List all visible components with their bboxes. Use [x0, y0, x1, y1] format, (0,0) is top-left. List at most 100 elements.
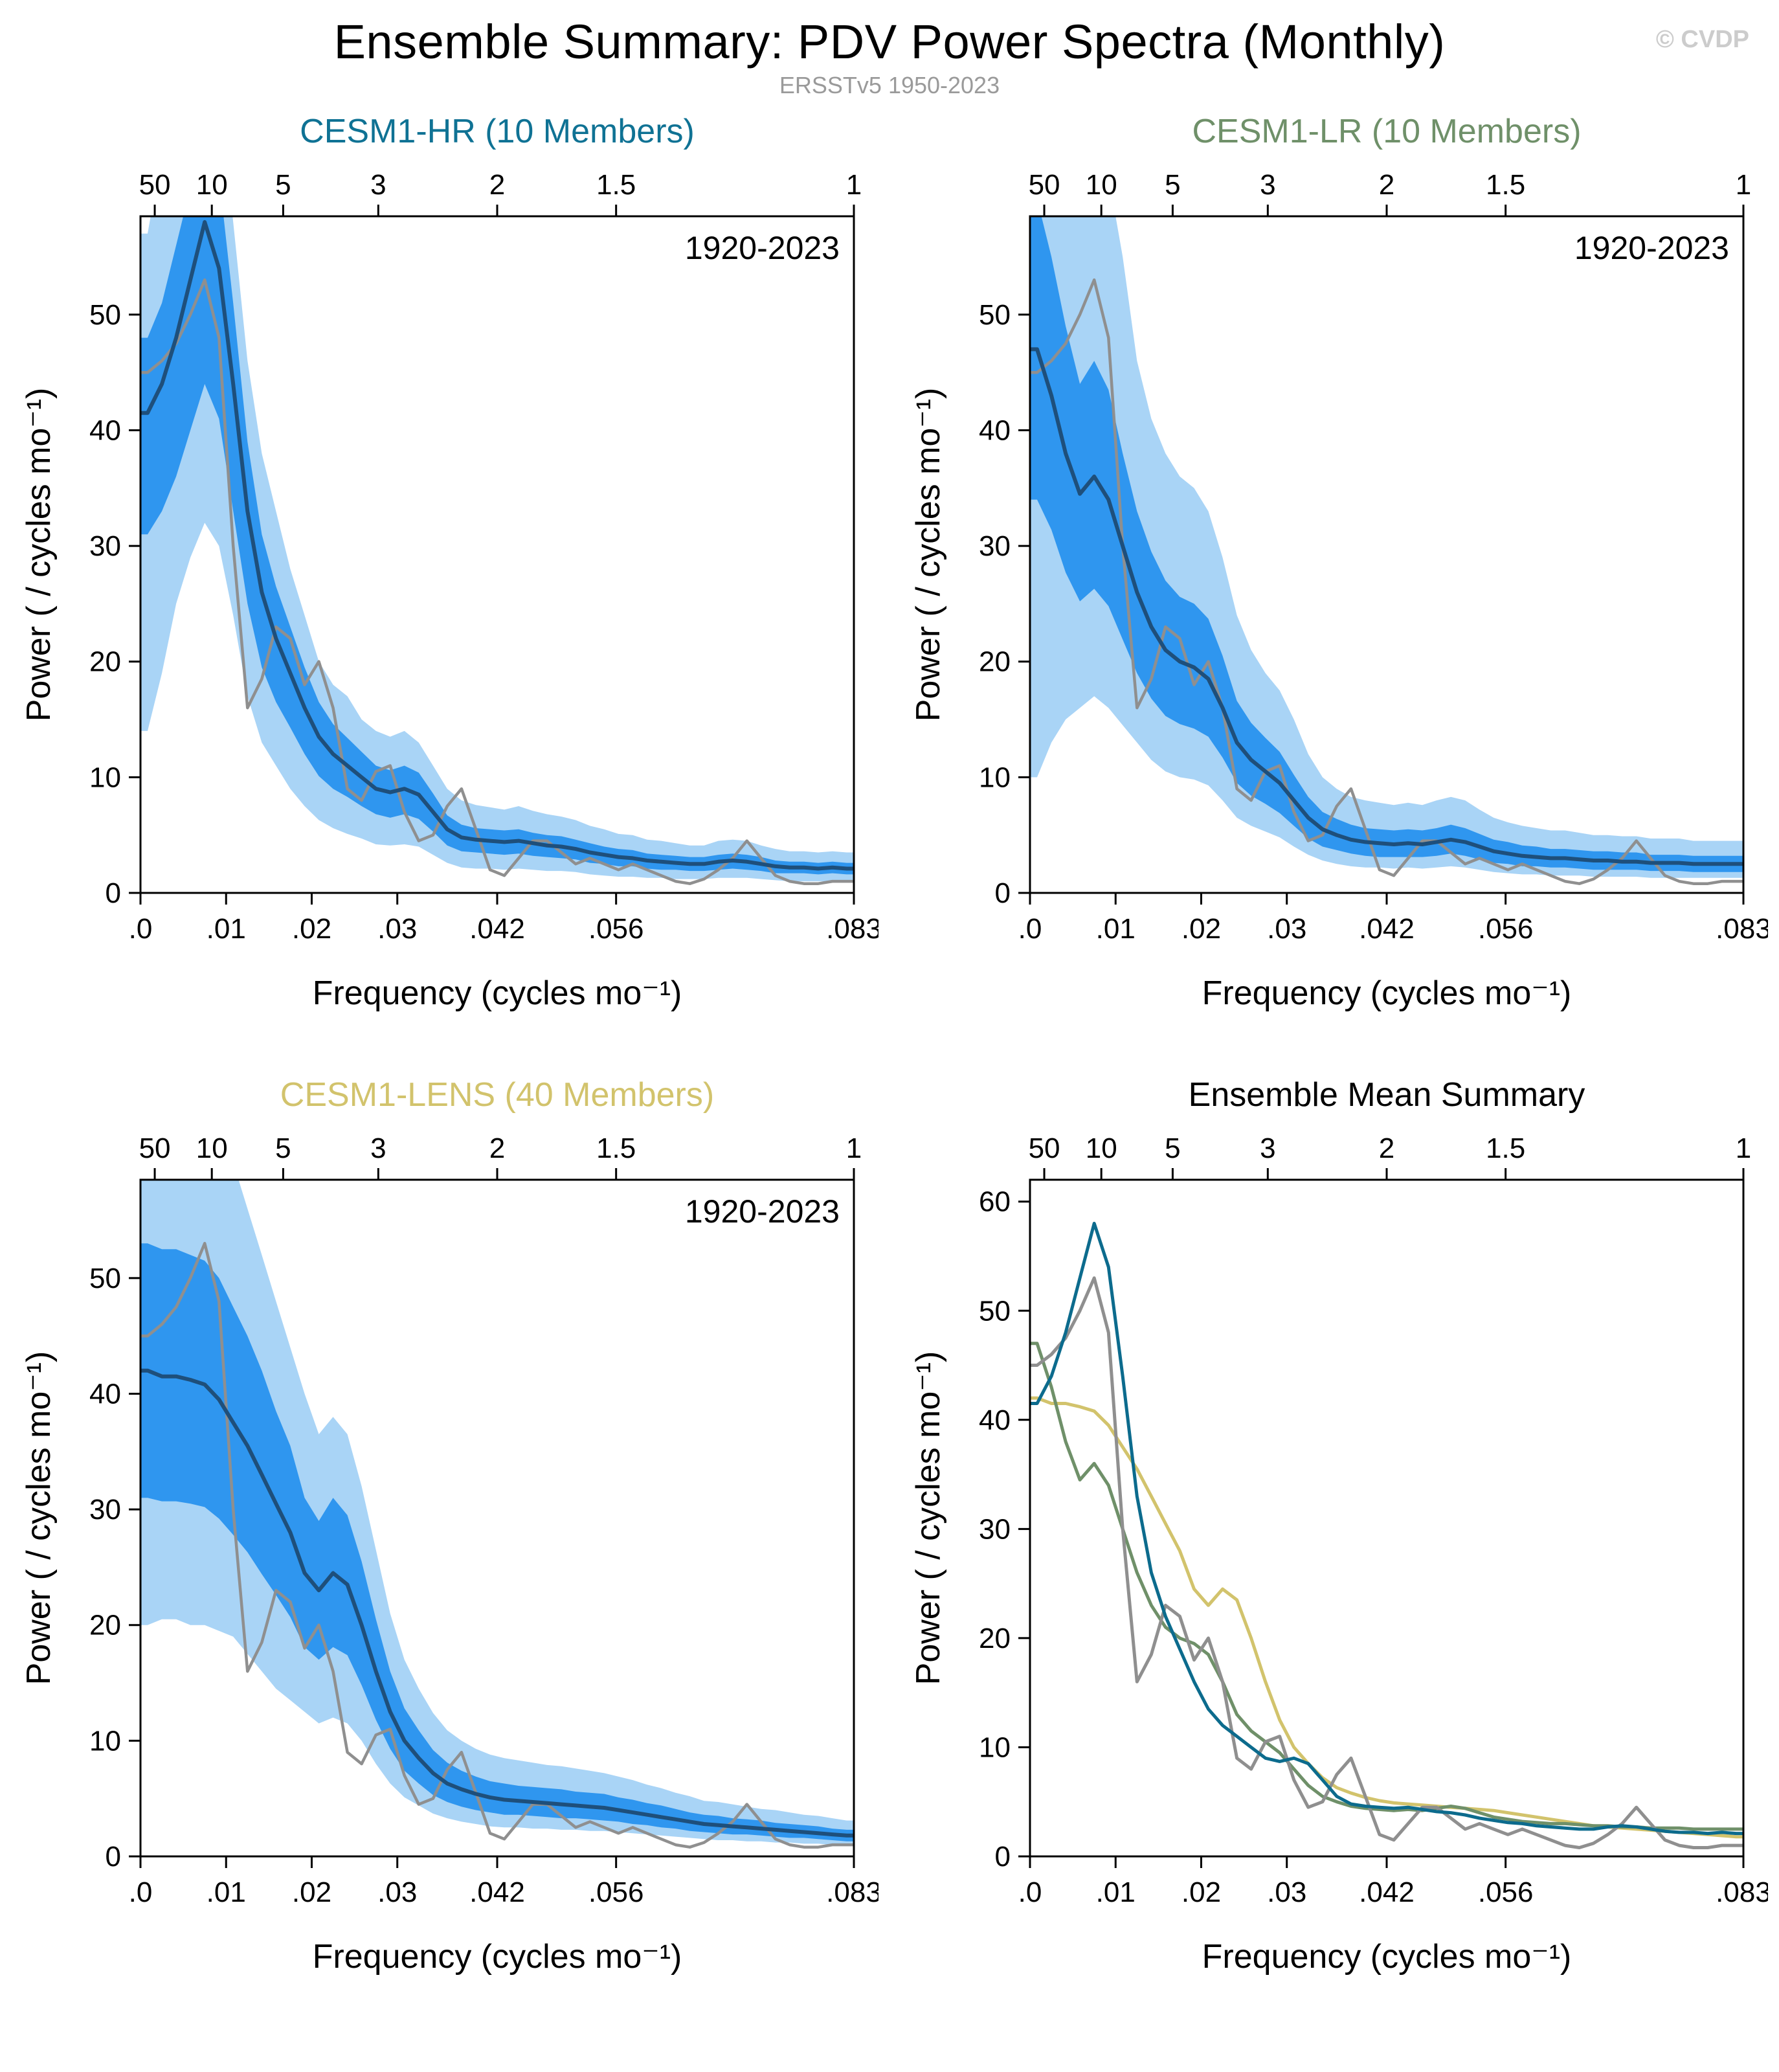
- svg-text:20: 20: [979, 1623, 1011, 1654]
- svg-text:.03: .03: [1267, 1876, 1306, 1908]
- svg-text:.01: .01: [1096, 913, 1136, 945]
- svg-text:30: 30: [89, 1494, 121, 1526]
- panel-ensemble-mean-summary: Ensemble Mean Summary .0 .01 .02 .03 .042 .05…: [901, 1072, 1768, 2018]
- svg-text:.083: .083: [826, 913, 878, 945]
- figure-subtitle: ERSSTv5 1950-2023: [779, 72, 1000, 98]
- svg-text:3: 3: [1260, 1132, 1275, 1164]
- svg-text:10: 10: [1086, 1132, 1117, 1164]
- svg-text:.0: .0: [1018, 913, 1042, 945]
- panel-cesm1-hr: CESM1-HR (10 Members) .0 .01 .02 .03 .042 .05…: [11, 108, 878, 1055]
- svg-text:1.5: 1.5: [596, 169, 636, 201]
- panel-title-ensemble-mean-summary: Ensemble Mean Summary: [1188, 1076, 1585, 1114]
- svg-text:1: 1: [846, 1132, 862, 1164]
- svg-text:.03: .03: [377, 913, 417, 945]
- svg-text:.01: .01: [207, 913, 246, 945]
- svg-text:50: 50: [1029, 1132, 1060, 1164]
- panel-title-cesm1-hr: CESM1-HR (10 Members): [300, 113, 695, 150]
- svg-text:1920-2023: 1920-2023: [1574, 230, 1729, 266]
- svg-text:.02: .02: [292, 1876, 331, 1908]
- svg-text:50: 50: [89, 1263, 121, 1294]
- svg-text:10: 10: [89, 1725, 121, 1757]
- svg-text:50: 50: [89, 299, 121, 331]
- svg-text:0: 0: [995, 1841, 1011, 1873]
- svg-text:3: 3: [370, 169, 386, 201]
- svg-text:Power ( / cycles mo⁻¹): Power ( / cycles mo⁻¹): [910, 1351, 947, 1685]
- svg-text:Power ( / cycles mo⁻¹): Power ( / cycles mo⁻¹): [910, 388, 947, 722]
- svg-text:2: 2: [489, 169, 505, 201]
- svg-text:5: 5: [1165, 1132, 1180, 1164]
- svg-text:1.5: 1.5: [1486, 1132, 1525, 1164]
- panel-title-cesm1-lr: CESM1-LR (10 Members): [1192, 113, 1582, 150]
- svg-text:.02: .02: [292, 913, 331, 945]
- svg-text:1: 1: [1736, 169, 1751, 201]
- svg-text:2: 2: [1379, 169, 1394, 201]
- svg-text:.042: .042: [469, 1876, 525, 1908]
- figure-title: Ensemble Summary: PDV Power Spectra (Mon…: [333, 15, 1446, 69]
- svg-text:1: 1: [846, 169, 862, 201]
- svg-text:.01: .01: [207, 1876, 246, 1908]
- panel-grid: CESM1-HR (10 Members) .0.01.02.03.042.05…: [0, 108, 1779, 2018]
- svg-text:Frequency (cycles mo⁻¹): Frequency (cycles mo⁻¹): [1202, 974, 1572, 1012]
- svg-text:1920-2023: 1920-2023: [685, 1193, 840, 1230]
- svg-text:10: 10: [89, 761, 121, 793]
- svg-text:5: 5: [275, 1132, 291, 1164]
- svg-text:20: 20: [89, 1610, 121, 1641]
- svg-text:5: 5: [275, 169, 291, 201]
- svg-text:40: 40: [89, 1378, 121, 1410]
- svg-text:20: 20: [979, 646, 1011, 678]
- svg-text:.0: .0: [129, 913, 153, 945]
- svg-text:1.5: 1.5: [1486, 169, 1525, 201]
- svg-text:30: 30: [979, 1513, 1011, 1545]
- svg-text:50: 50: [979, 299, 1011, 331]
- svg-text:3: 3: [370, 1132, 386, 1164]
- svg-text:10: 10: [1086, 169, 1117, 201]
- svg-text:30: 30: [979, 530, 1011, 562]
- svg-text:40: 40: [979, 1404, 1011, 1436]
- svg-text:50: 50: [139, 1132, 171, 1164]
- svg-text:.03: .03: [377, 1876, 417, 1908]
- panel-cesm1-lens: CESM1-LENS (40 Members) .0 .01 .02 .03 .042.…: [11, 1072, 878, 2018]
- svg-text:10: 10: [196, 169, 228, 201]
- svg-text:5: 5: [1165, 169, 1180, 201]
- svg-text:10: 10: [196, 1132, 228, 1164]
- svg-text:1: 1: [1736, 1132, 1751, 1164]
- svg-text:10: 10: [979, 761, 1011, 793]
- svg-text:.01: .01: [1096, 1876, 1136, 1908]
- svg-text:0: 0: [106, 1841, 121, 1873]
- svg-text:0: 0: [995, 877, 1011, 909]
- figure-header: Ensemble Summary: PDV Power Spectra (Mon…: [0, 0, 1779, 99]
- svg-text:Power ( / cycles mo⁻¹): Power ( / cycles mo⁻¹): [20, 388, 58, 722]
- cvdp-watermark: © CVDP: [1655, 26, 1749, 53]
- svg-text:10: 10: [979, 1731, 1011, 1763]
- svg-text:.056: .056: [588, 1876, 644, 1908]
- svg-text:.03: .03: [1267, 913, 1306, 945]
- panel-title-cesm1-lens: CESM1-LENS (40 Members): [280, 1076, 715, 1114]
- svg-text:2: 2: [489, 1132, 505, 1164]
- ensemble-summary-figure: Ensemble Summary: PDV Power Spectra (Mon…: [0, 0, 1779, 2018]
- svg-text:1.5: 1.5: [596, 1132, 636, 1164]
- svg-text:.042: .042: [469, 913, 525, 945]
- svg-text:.0: .0: [1018, 1876, 1042, 1908]
- svg-text:Frequency (cycles mo⁻¹): Frequency (cycles mo⁻¹): [313, 974, 682, 1012]
- svg-text:.056: .056: [1478, 913, 1534, 945]
- svg-text:.083: .083: [826, 1876, 878, 1908]
- svg-text:50: 50: [139, 169, 171, 201]
- svg-text:.042: .042: [1359, 913, 1415, 945]
- svg-text:30: 30: [89, 530, 121, 562]
- svg-text:.083: .083: [1716, 913, 1768, 945]
- svg-text:60: 60: [979, 1186, 1011, 1218]
- svg-text:.083: .083: [1716, 1876, 1768, 1908]
- svg-text:50: 50: [1029, 169, 1060, 201]
- svg-text:1920-2023: 1920-2023: [685, 230, 840, 266]
- panel-cesm1-lr: CESM1-LR (10 Members) .0 .01 .02 .03 .042 .05…: [901, 108, 1768, 1055]
- svg-text:40: 40: [89, 414, 121, 446]
- svg-text:0: 0: [106, 877, 121, 909]
- svg-text:.02: .02: [1181, 913, 1221, 945]
- svg-text:Frequency (cycles mo⁻¹): Frequency (cycles mo⁻¹): [1202, 1938, 1572, 1976]
- svg-text:40: 40: [979, 414, 1011, 446]
- svg-text:Frequency (cycles mo⁻¹): Frequency (cycles mo⁻¹): [313, 1938, 682, 1976]
